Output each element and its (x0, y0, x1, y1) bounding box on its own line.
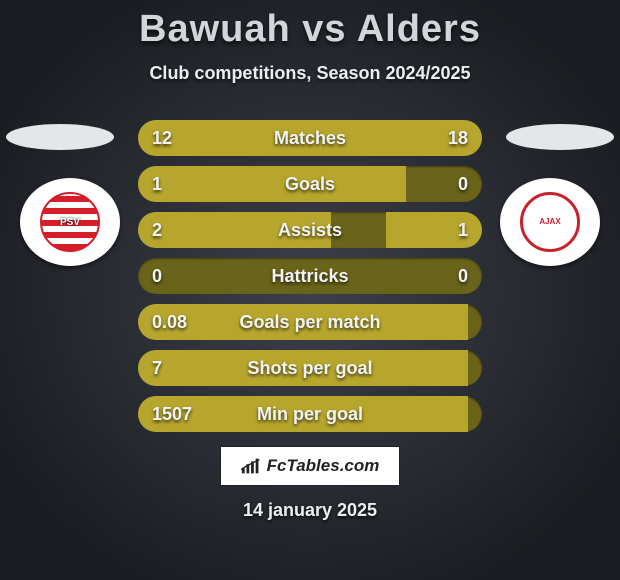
stat-value-right: 0 (458, 174, 468, 195)
team-crest-left: PSV (20, 178, 120, 266)
date-label: 14 january 2025 (0, 500, 620, 521)
stat-row: 7 Shots per goal (138, 350, 482, 386)
brand-badge[interactable]: FcTables.com (220, 446, 400, 486)
brand-label: FcTables.com (267, 456, 380, 476)
ajax-badge-icon: AJAX (520, 192, 580, 252)
stat-value-right: 18 (448, 128, 468, 149)
head-ellipse-right (506, 124, 614, 150)
crest-left-label: PSV (60, 217, 80, 228)
stat-row: 2 Assists 1 (138, 212, 482, 248)
stat-row: 12 Matches 18 (138, 120, 482, 156)
page-title: Bawuah vs Alders (0, 0, 620, 51)
stat-row: 1507 Min per goal (138, 396, 482, 432)
stat-label: Goals (138, 174, 482, 195)
stat-row: 0 Hattricks 0 (138, 258, 482, 294)
psv-badge-icon: PSV (40, 192, 100, 252)
stat-label: Shots per goal (138, 358, 482, 379)
bar-chart-icon (241, 458, 263, 474)
team-crest-right: AJAX (500, 178, 600, 266)
stat-label: Matches (138, 128, 482, 149)
stats-container: 12 Matches 18 1 Goals 0 2 Assists 1 0 Ha… (138, 120, 482, 442)
head-ellipse-left (6, 124, 114, 150)
page-subtitle: Club competitions, Season 2024/2025 (0, 63, 620, 84)
stat-label: Assists (138, 220, 482, 241)
stat-value-right: 0 (458, 266, 468, 287)
stat-label: Min per goal (138, 404, 482, 425)
stat-value-right: 1 (458, 220, 468, 241)
stat-label: Goals per match (138, 312, 482, 333)
stat-row: 0.08 Goals per match (138, 304, 482, 340)
crest-right-label: AJAX (539, 218, 560, 226)
stat-row: 1 Goals 0 (138, 166, 482, 202)
stat-label: Hattricks (138, 266, 482, 287)
